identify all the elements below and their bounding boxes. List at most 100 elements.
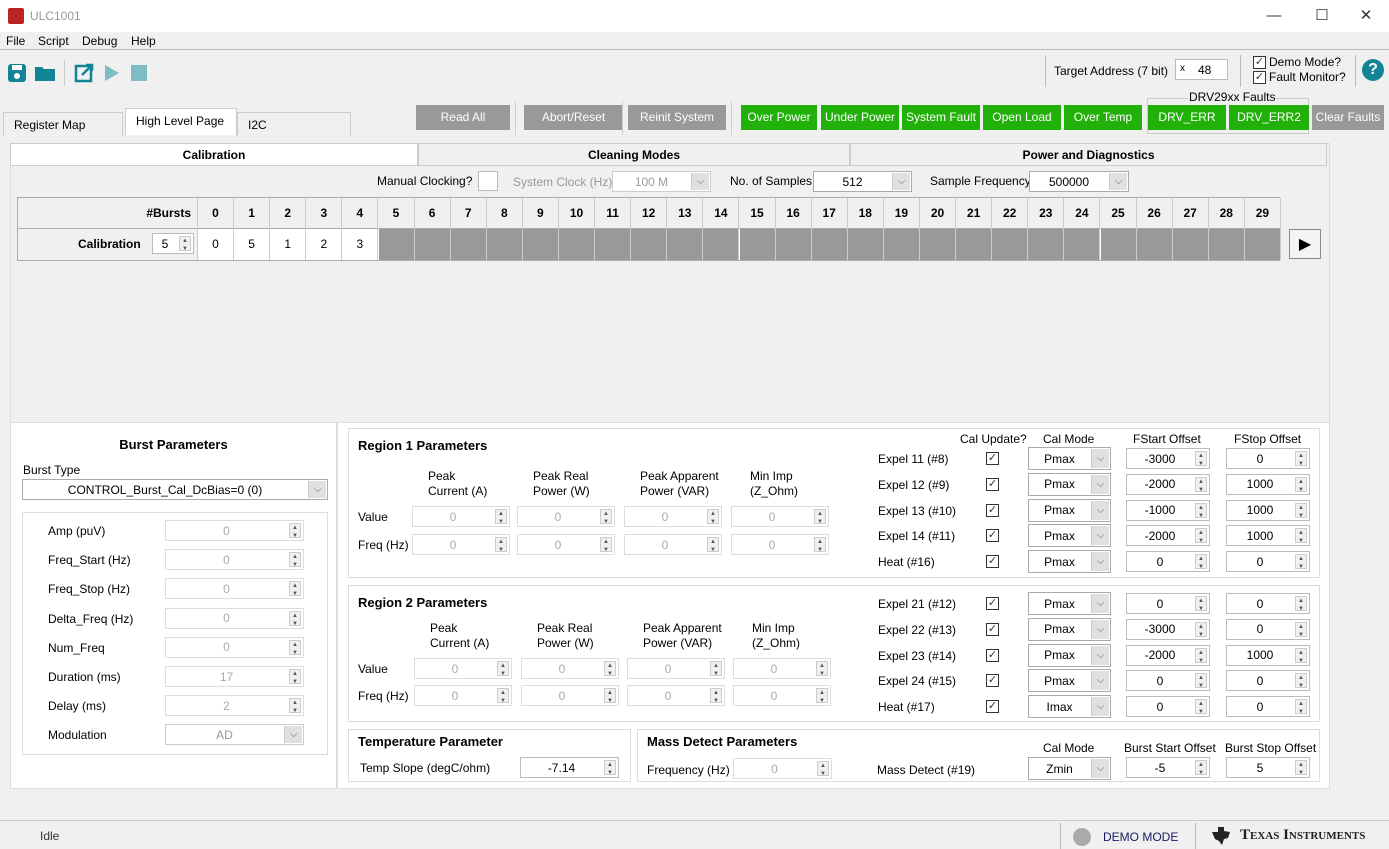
burst-stop-offset-input-spinner-arrows[interactable]: ▲ ▼ <box>1295 760 1307 776</box>
fstop-offset-input[interactable]: 0 ▲ ▼ <box>1226 448 1310 469</box>
modulation-select[interactable]: AD ⌵ <box>165 724 304 746</box>
region2-field[interactable]: 0 ▲ ▼ <box>733 658 831 679</box>
chevron-down-icon[interactable]: ⌵ <box>1109 173 1127 190</box>
burst-field-input-spinner-arrows[interactable]: ▲ ▼ <box>289 669 301 685</box>
region1-field[interactable]: 0 ▲ ▼ <box>624 506 722 527</box>
fstop-offset-input-spinner-arrows[interactable]: ▲ ▼ <box>1295 502 1307 519</box>
menu-file[interactable]: File <box>6 34 26 48</box>
fstart-offset-input[interactable]: -3000 ▲ ▼ <box>1126 618 1210 640</box>
maximize-button[interactable]: ☐ <box>1315 7 1329 24</box>
save-icon[interactable] <box>7 63 27 83</box>
chevron-down-icon[interactable]: ⌵ <box>1091 474 1109 494</box>
cal-mode-select[interactable]: Pmax ⌵ <box>1028 643 1111 667</box>
mass-cal-mode-select[interactable]: Zmin ⌵ <box>1028 757 1111 780</box>
cal-update-checkbox[interactable]: ✓ <box>986 529 999 543</box>
fstart-offset-input[interactable]: -2000 ▲ ▼ <box>1126 525 1210 547</box>
region1-field-spinner-arrows[interactable]: ▲ ▼ <box>495 509 507 525</box>
minimize-button[interactable]: — <box>1266 7 1282 24</box>
tab-page-0[interactable]: Register Map Page <box>3 112 123 156</box>
clear-faults-button[interactable]: Clear Faults <box>1312 105 1384 130</box>
burst-field-input[interactable]: 0 ▲ ▼ <box>165 520 304 541</box>
fstart-offset-input-spinner-arrows[interactable]: ▲ ▼ <box>1195 621 1207 638</box>
region1-field-spinner-arrows[interactable]: ▲ ▼ <box>707 509 719 525</box>
fault-indicator-1[interactable]: Under Power <box>821 105 899 130</box>
chevron-down-icon[interactable]: ⌵ <box>1091 619 1109 639</box>
samples-select[interactable]: 512 ⌵ <box>813 171 912 192</box>
fstop-offset-input[interactable]: 0 ▲ ▼ <box>1226 696 1310 718</box>
manual-clocking-checkbox[interactable] <box>478 171 498 191</box>
burst-field-input-spinner-arrows[interactable]: ▲ ▼ <box>289 581 301 597</box>
fstop-offset-input[interactable]: 1000 ▲ ▼ <box>1226 525 1310 547</box>
tab-page-2[interactable]: I2C Configuration <box>237 112 351 156</box>
fstart-offset-input-spinner-arrows[interactable]: ▲ ▼ <box>1195 647 1207 664</box>
chevron-down-icon[interactable]: ⌵ <box>1091 645 1109 665</box>
fstop-offset-input-spinner-arrows[interactable]: ▲ ▼ <box>1295 596 1307 612</box>
stop-icon[interactable] <box>131 65 148 82</box>
burst-field-input[interactable]: 0 ▲ ▼ <box>165 578 304 600</box>
cal-update-checkbox[interactable]: ✓ <box>986 700 999 714</box>
burst-start-offset-input[interactable]: -5 ▲ ▼ <box>1126 757 1210 778</box>
burst-field-input-spinner-arrows[interactable]: ▲ ▼ <box>289 552 301 568</box>
fstop-offset-input[interactable]: 0 ▲ ▼ <box>1226 551 1310 573</box>
region1-field[interactable]: 0 ▲ ▼ <box>517 534 615 555</box>
fstop-offset-input[interactable]: 0 ▲ ▼ <box>1226 670 1310 692</box>
cal-update-checkbox[interactable]: ✓ <box>986 555 999 569</box>
burst-field-input-spinner-arrows[interactable]: ▲ ▼ <box>289 523 301 539</box>
fstart-offset-input-spinner-arrows[interactable]: ▲ ▼ <box>1195 451 1207 467</box>
fstart-offset-input[interactable]: 0 ▲ ▼ <box>1126 696 1210 718</box>
fstop-offset-input-spinner-arrows[interactable]: ▲ ▼ <box>1295 673 1307 689</box>
close-button[interactable]: ✕ <box>1359 7 1373 24</box>
fstop-offset-input-spinner-arrows[interactable]: ▲ ▼ <box>1295 554 1307 570</box>
region1-field-spinner-arrows[interactable]: ▲ ▼ <box>707 537 719 553</box>
mass-frequency-input-spinner-arrows[interactable]: ▲ ▼ <box>817 761 829 777</box>
cal-update-checkbox[interactable]: ✓ <box>986 503 999 517</box>
region2-field[interactable]: 0 ▲ ▼ <box>627 658 725 679</box>
region2-field[interactable]: 0 ▲ ▼ <box>627 685 725 706</box>
region2-field[interactable]: 0 ▲ ▼ <box>521 685 619 706</box>
system-clock-select[interactable]: 100 M ⌵ <box>612 171 711 192</box>
region1-field-spinner-arrows[interactable]: ▲ ▼ <box>814 537 826 553</box>
region1-field-spinner-arrows[interactable]: ▲ ▼ <box>814 509 826 525</box>
action-button-0[interactable]: Read All <box>416 105 510 130</box>
chevron-down-icon[interactable]: ⌵ <box>691 173 709 190</box>
region1-field[interactable]: 0 ▲ ▼ <box>624 534 722 555</box>
burst-field-input-spinner-arrows[interactable]: ▲ ▼ <box>289 639 301 656</box>
fstart-offset-input[interactable]: 0 ▲ ▼ <box>1126 670 1210 692</box>
drv-err-indicator[interactable]: DRV_ERR <box>1148 105 1226 130</box>
cal-mode-select[interactable]: Pmax ⌵ <box>1028 447 1111 470</box>
burst-count-stepper-spinner-arrows[interactable]: ▲ ▼ <box>179 236 191 252</box>
burst-cell[interactable]: 5 <box>234 229 271 260</box>
cal-mode-select[interactable]: Pmax ⌵ <box>1028 472 1111 496</box>
fstart-offset-input-spinner-arrows[interactable]: ▲ ▼ <box>1195 596 1207 612</box>
chevron-down-icon[interactable]: ⌵ <box>1091 671 1109 691</box>
fstop-offset-input[interactable]: 1000 ▲ ▼ <box>1226 499 1310 521</box>
fault-indicator-2[interactable]: System Fault <box>902 105 980 130</box>
fstop-offset-input-spinner-arrows[interactable]: ▲ ▼ <box>1295 476 1307 493</box>
subtab-1[interactable]: Cleaning Modes <box>418 143 850 166</box>
fstop-offset-input-spinner-arrows[interactable]: ▲ ▼ <box>1295 528 1307 544</box>
burst-stop-offset-input[interactable]: 5 ▲ ▼ <box>1226 757 1310 778</box>
fstart-offset-input-spinner-arrows[interactable]: ▲ ▼ <box>1195 554 1207 570</box>
region2-field-spinner-arrows[interactable]: ▲ ▼ <box>604 688 616 704</box>
region1-field-spinner-arrows[interactable]: ▲ ▼ <box>495 537 507 553</box>
run-icon[interactable] <box>103 64 121 82</box>
region2-field-spinner-arrows[interactable]: ▲ ▼ <box>604 661 616 677</box>
fault-indicator-3[interactable]: Open Load <box>983 105 1061 130</box>
region1-field-spinner-arrows[interactable]: ▲ ▼ <box>600 509 612 525</box>
region1-field[interactable]: 0 ▲ ▼ <box>517 506 615 527</box>
cal-update-checkbox[interactable]: ✓ <box>986 622 999 636</box>
region1-field[interactable]: 0 ▲ ▼ <box>731 506 829 527</box>
chevron-down-icon[interactable]: ⌵ <box>1091 449 1109 468</box>
burst-field-input[interactable]: 0 ▲ ▼ <box>165 549 304 571</box>
demo-mode-checkbox[interactable]: ✓ <box>1253 56 1266 69</box>
play-icon[interactable]: ▶ <box>1289 229 1321 259</box>
fstop-offset-input[interactable]: 0 ▲ ▼ <box>1226 593 1310 614</box>
region2-field-spinner-arrows[interactable]: ▲ ▼ <box>710 688 722 704</box>
cal-mode-select[interactable]: Pmax ⌵ <box>1028 669 1111 693</box>
burst-type-select[interactable]: CONTROL_Burst_Cal_DcBias=0 (0) ⌵ <box>22 479 328 500</box>
chevron-down-icon[interactable]: ⌵ <box>308 481 326 498</box>
fstart-offset-input[interactable]: -2000 ▲ ▼ <box>1126 644 1210 666</box>
chevron-down-icon[interactable]: ⌵ <box>1091 500 1109 520</box>
burst-field-input[interactable]: 0 ▲ ▼ <box>165 607 304 629</box>
region2-field-spinner-arrows[interactable]: ▲ ▼ <box>816 688 828 704</box>
